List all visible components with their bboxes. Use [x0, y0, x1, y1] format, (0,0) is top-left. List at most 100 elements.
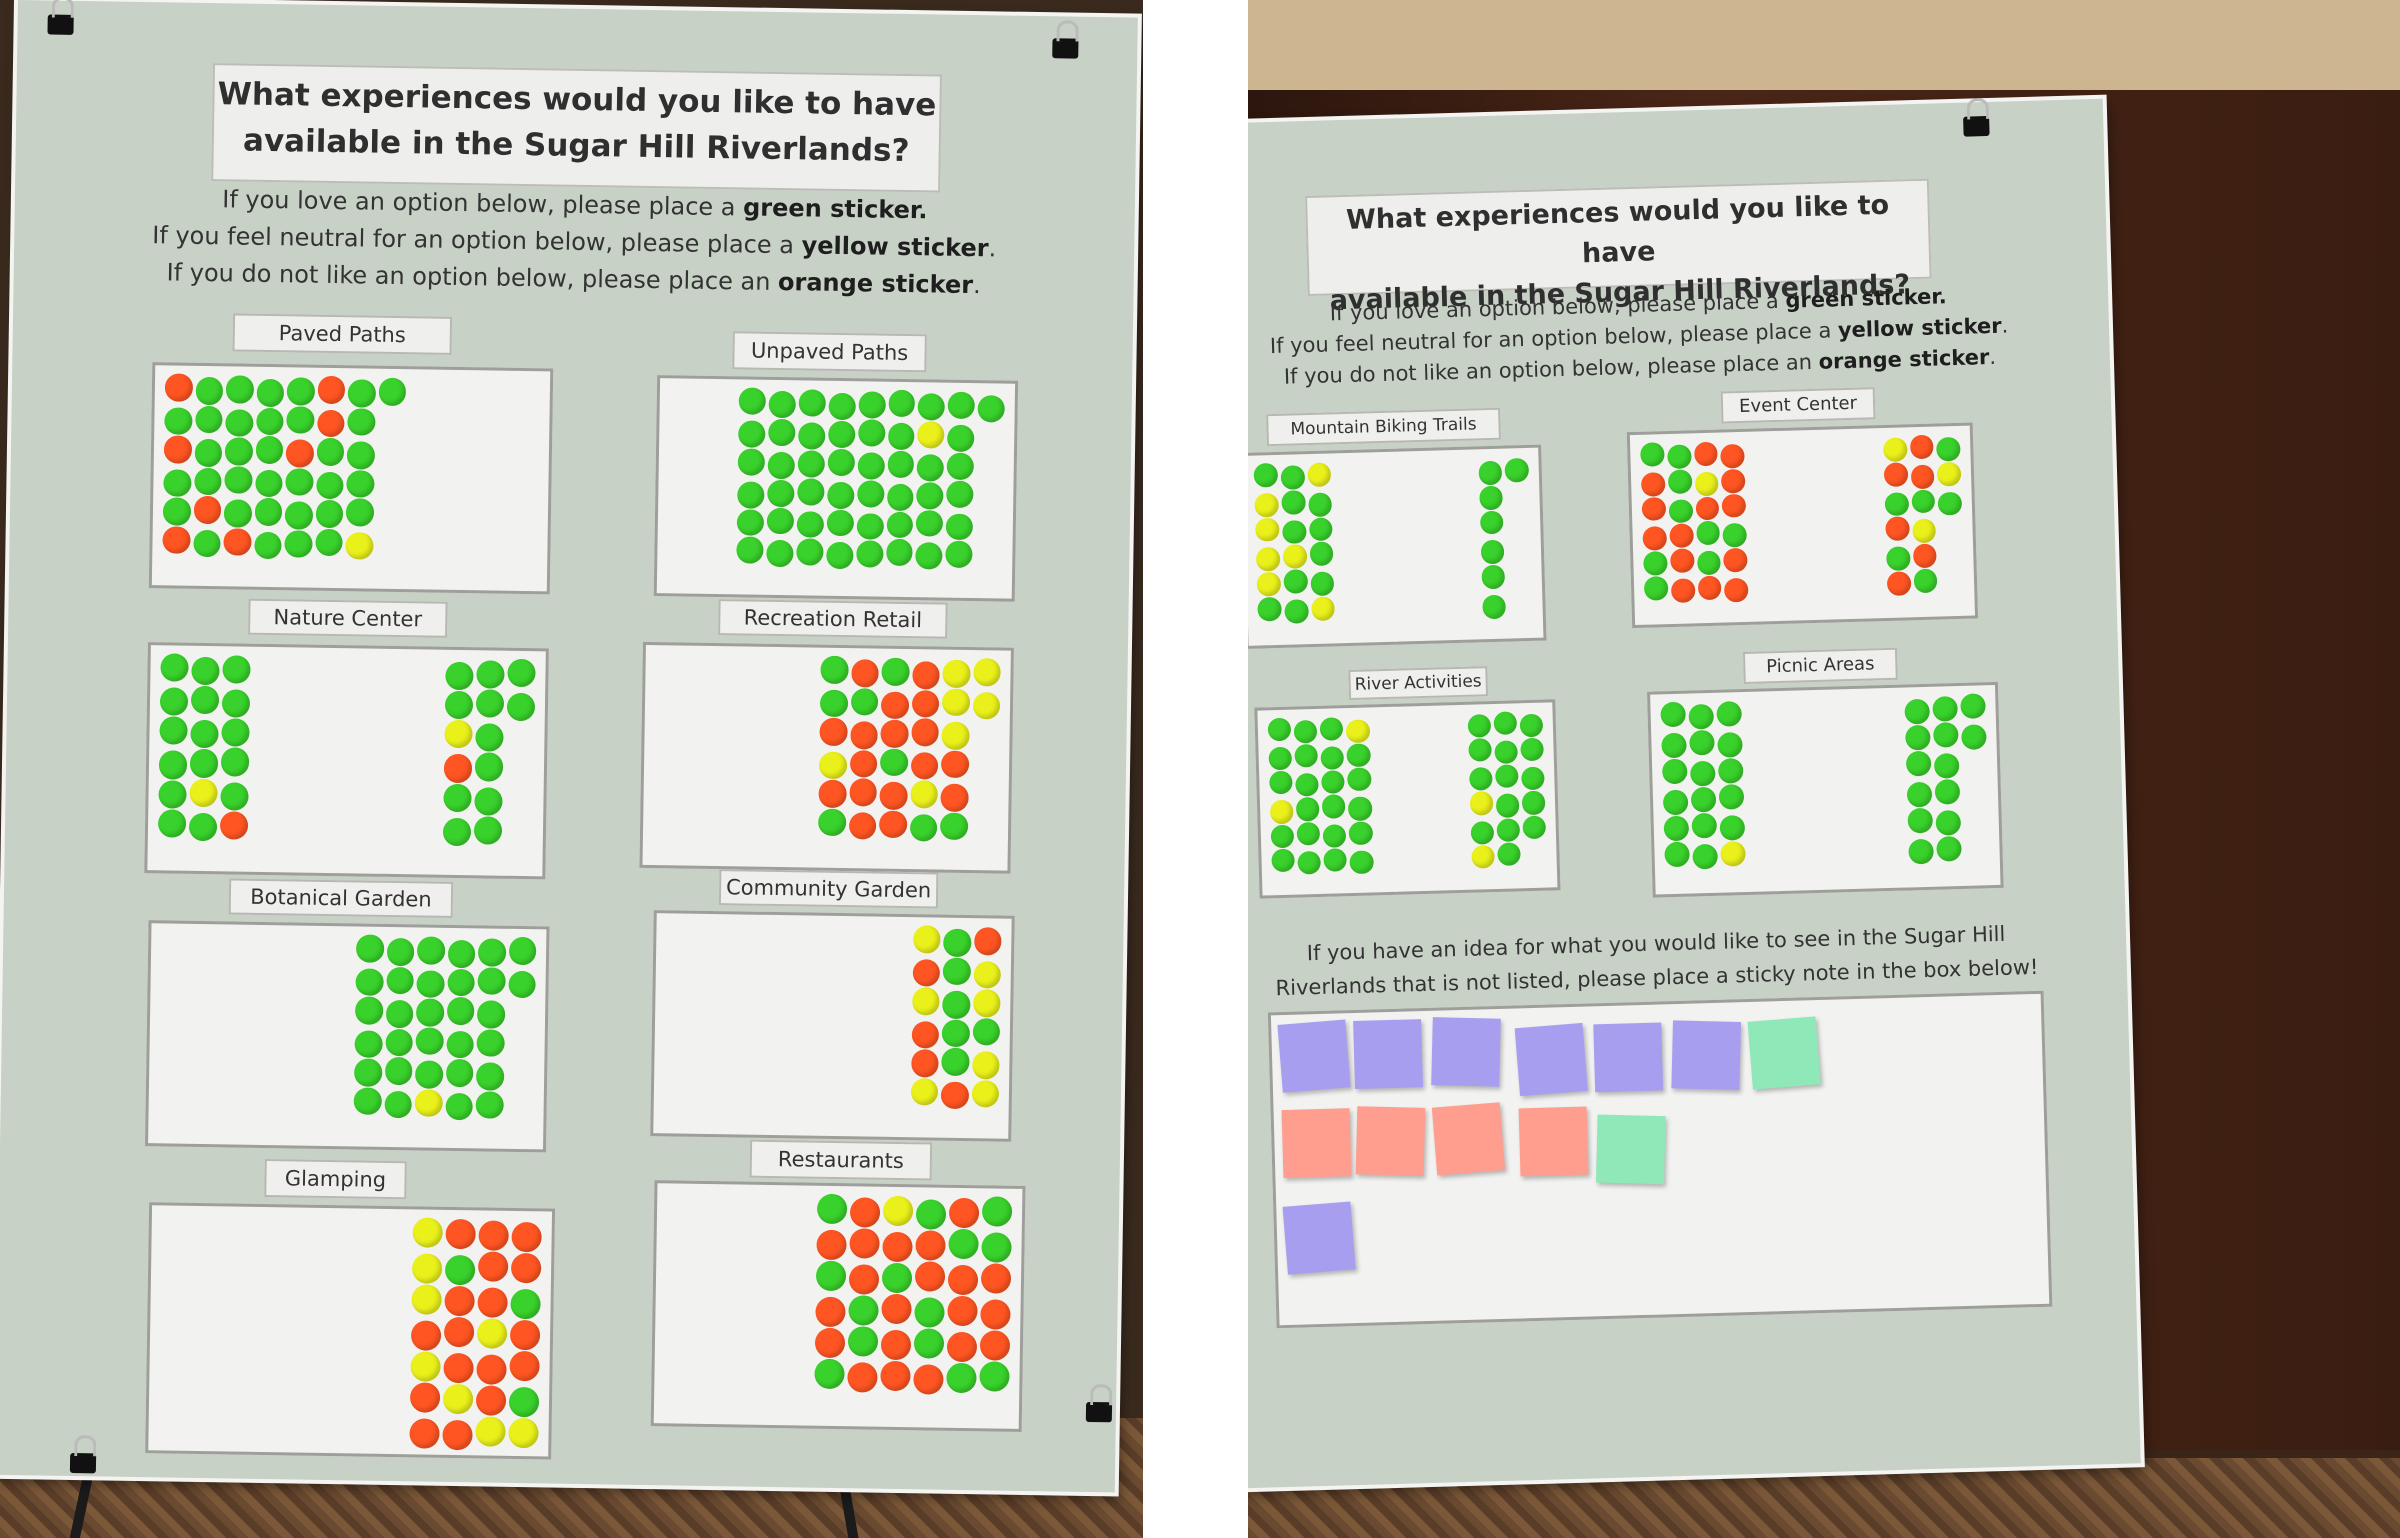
- green-sticker: [1271, 848, 1296, 873]
- yellow-sticker: [411, 1253, 443, 1284]
- green-sticker: [347, 379, 376, 408]
- green-sticker: [415, 1026, 444, 1055]
- green-sticker: [416, 969, 445, 998]
- orange-sticker: [1883, 462, 1908, 487]
- green-sticker: [796, 510, 824, 539]
- orange-sticker: [223, 527, 252, 556]
- poster-title: What experiences would you like to have …: [1305, 178, 1932, 316]
- green-sticker: [256, 378, 285, 407]
- yellow-sticker: [411, 1284, 442, 1315]
- green-sticker: [881, 1262, 913, 1294]
- green-sticker: [1309, 541, 1334, 567]
- green-sticker: [475, 1090, 504, 1119]
- orange-sticker: [511, 1221, 542, 1253]
- green-sticker: [1480, 564, 1506, 590]
- orange-sticker: [1723, 547, 1748, 573]
- green-sticker: [190, 685, 220, 715]
- green-sticker: [885, 539, 914, 567]
- orange-sticker: [478, 1220, 509, 1251]
- orange-sticker: [911, 689, 940, 718]
- yellow-sticker: [1911, 518, 1937, 544]
- green-sticker: [315, 471, 344, 500]
- green-sticker: [254, 497, 283, 526]
- green-sticker: [886, 511, 914, 539]
- yellow-sticker: [1255, 517, 1280, 542]
- orange-sticker: [910, 751, 939, 780]
- green-sticker: [190, 720, 219, 749]
- green-sticker: [1961, 724, 1987, 750]
- orange-sticker: [1642, 526, 1667, 551]
- orange-sticker: [815, 1296, 846, 1328]
- green-sticker: [909, 813, 938, 842]
- green-sticker: [476, 1000, 505, 1029]
- green-sticker: [1934, 779, 1961, 805]
- green-sticker: [1932, 696, 1958, 722]
- sticker-group: [147, 645, 545, 876]
- sticky-note: [1747, 1016, 1821, 1090]
- green-sticker: [255, 435, 284, 464]
- green-sticker: [316, 437, 345, 466]
- green-sticker: [378, 377, 407, 406]
- orange-sticker: [475, 1385, 507, 1416]
- green-sticker: [942, 957, 971, 986]
- board-glamping: [145, 1202, 556, 1460]
- board-mountain-biking-trails: [1248, 444, 1547, 649]
- orange-sticker: [818, 779, 847, 808]
- green-sticker: [1905, 750, 1932, 777]
- green-sticker: [766, 540, 794, 568]
- green-sticker: [1691, 812, 1718, 839]
- green-sticker: [444, 690, 473, 720]
- sticky-note: [1353, 1019, 1423, 1090]
- orange-sticker: [510, 1252, 542, 1284]
- green-sticker: [255, 407, 284, 436]
- green-sticker: [948, 1228, 979, 1260]
- yellow-sticker: [1346, 719, 1370, 744]
- green-sticker: [798, 389, 826, 417]
- board-event-center: [1626, 422, 1979, 629]
- orange-sticker: [1909, 434, 1934, 460]
- label-paved-paths: Paved Paths: [232, 313, 453, 355]
- green-sticker: [220, 781, 250, 811]
- photo-left: What experiences would you like to have …: [0, 0, 1143, 1538]
- sticky-note: [1671, 1020, 1742, 1091]
- yellow-sticker: [442, 1383, 474, 1415]
- survey-poster-left: What experiences would you like to have …: [0, 0, 1138, 1493]
- orange-sticker: [973, 927, 1002, 956]
- green-sticker: [474, 752, 504, 782]
- orange-sticker: [880, 1360, 911, 1392]
- green-sticker: [856, 512, 884, 541]
- green-sticker: [355, 934, 384, 963]
- binder-clip: [1963, 115, 1990, 137]
- green-sticker: [1661, 732, 1687, 759]
- green-sticker: [1936, 835, 1962, 862]
- green-sticker: [981, 1196, 1013, 1227]
- green-sticker: [857, 451, 885, 480]
- green-sticker: [510, 1288, 541, 1320]
- green-sticker: [384, 1056, 413, 1085]
- sticker-group: [654, 1183, 1023, 1429]
- green-sticker: [939, 812, 968, 841]
- green-sticker: [947, 424, 975, 452]
- green-sticker: [1468, 767, 1493, 792]
- orange-sticker: [409, 1418, 440, 1449]
- orange-sticker: [443, 754, 472, 783]
- orange-sticker: [880, 1329, 912, 1361]
- orange-sticker: [910, 718, 939, 747]
- yellow-sticker: [1269, 800, 1294, 824]
- green-sticker: [855, 540, 884, 568]
- orange-sticker: [1721, 468, 1746, 494]
- orange-sticker: [509, 1319, 541, 1351]
- yellow-sticker: [1936, 461, 1962, 487]
- green-sticker: [1520, 766, 1545, 791]
- yellow-sticker: [1694, 471, 1719, 496]
- yellow-sticker: [476, 1318, 508, 1349]
- orange-sticker: [947, 1295, 978, 1327]
- green-sticker: [1293, 719, 1318, 744]
- green-sticker: [354, 1029, 383, 1058]
- green-sticker: [195, 376, 224, 405]
- green-sticker: [858, 391, 886, 419]
- green-sticker: [1478, 485, 1504, 510]
- green-sticker: [416, 936, 445, 965]
- orange-sticker: [1669, 523, 1694, 549]
- green-sticker: [506, 692, 536, 722]
